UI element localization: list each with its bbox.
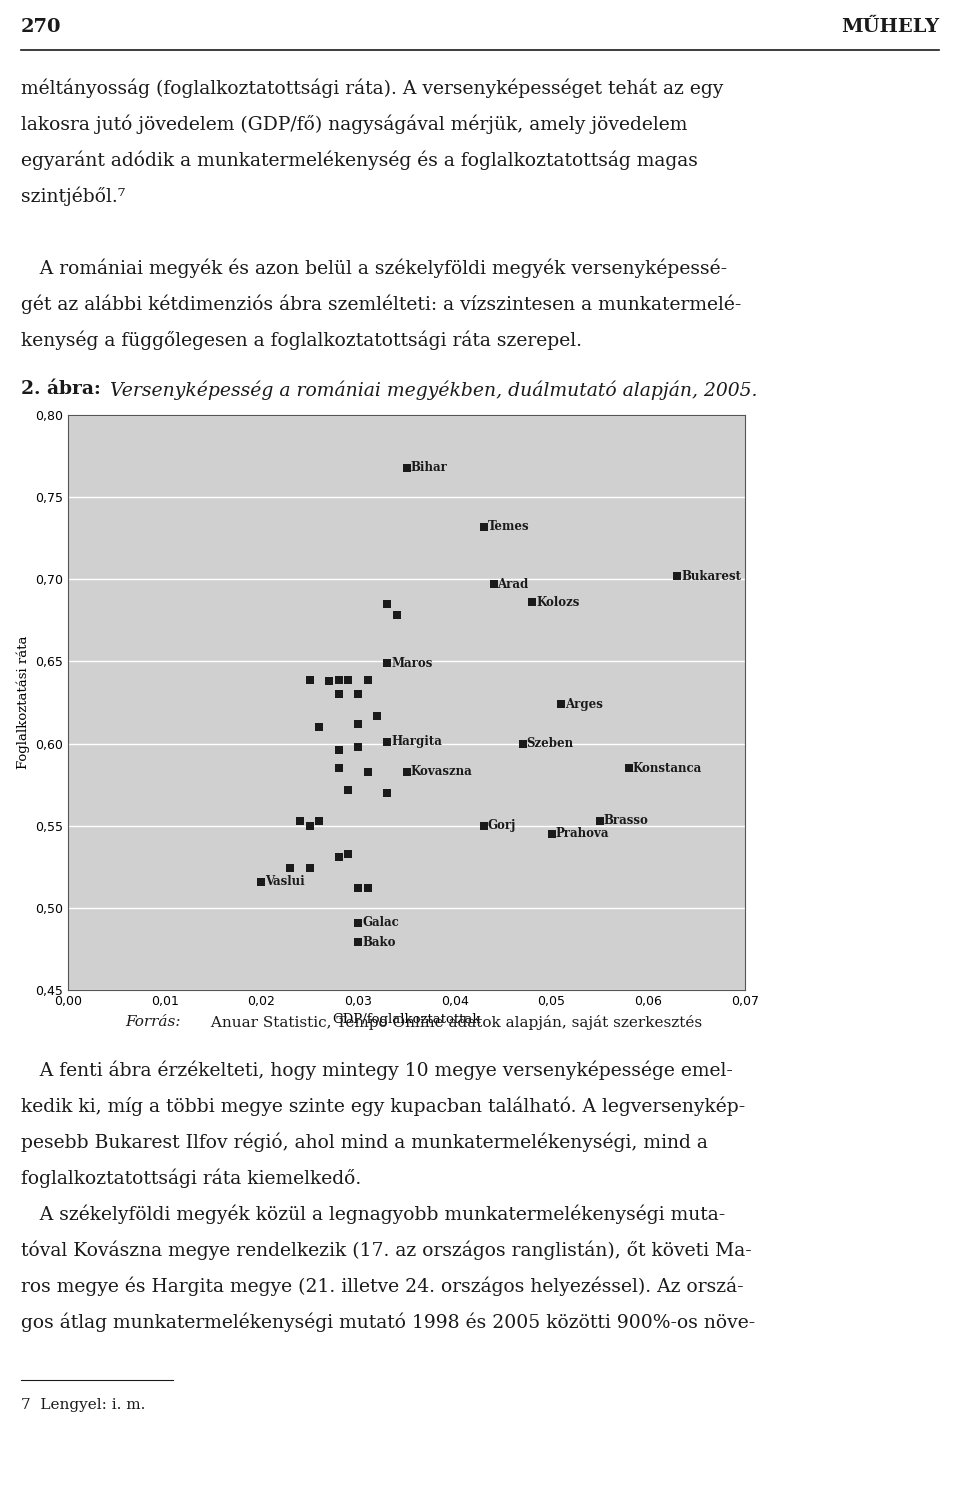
Text: Forrás:: Forrás: (125, 1015, 180, 1028)
Text: Arad: Arad (497, 577, 529, 591)
Text: Bihar: Bihar (410, 462, 447, 474)
Text: Kovaszna: Kovaszna (410, 764, 472, 778)
Text: Konstanca: Konstanca (633, 761, 702, 775)
Text: Bako: Bako (362, 935, 396, 949)
Text: Maros: Maros (391, 657, 432, 670)
Text: pesebb Bukarest Ilfov régió, ahol mind a munkatermelékenységi, mind a: pesebb Bukarest Ilfov régió, ahol mind a… (21, 1132, 708, 1151)
Text: 7  Lengyel: i. m.: 7 Lengyel: i. m. (21, 1399, 146, 1412)
Text: lakosra jutó jövedelem (GDP/fő) nagyságával mérjük, amely jövedelem: lakosra jutó jövedelem (GDP/fő) nagyságá… (21, 114, 687, 133)
Text: Kolozs: Kolozs (536, 595, 580, 609)
Text: foglalkoztatottsági ráta kiemelkedő.: foglalkoztatottsági ráta kiemelkedő. (21, 1168, 361, 1187)
Text: Bukarest: Bukarest (682, 570, 741, 583)
X-axis label: GDP/foglalkoztatottak: GDP/foglalkoztatottak (332, 1013, 481, 1027)
Text: Anuar Statistic, Tempo Online adatok alapján, saját szerkesztés: Anuar Statistic, Tempo Online adatok ala… (206, 1015, 703, 1030)
Text: Hargita: Hargita (391, 736, 442, 748)
Text: A székelyföldi megyék közül a legnagyobb munkatermelékenységi muta-: A székelyföldi megyék közül a legnagyobb… (21, 1204, 726, 1223)
Text: 270: 270 (21, 18, 61, 36)
Text: kenység a függőlegesen a foglalkoztatottsági ráta szerepel.: kenység a függőlegesen a foglalkoztatott… (21, 330, 582, 349)
Text: 2. ábra:: 2. ábra: (21, 381, 101, 399)
Text: Arges: Arges (565, 697, 603, 711)
Text: kedik ki, míg a többi megye szinte egy kupacban található. A legversenykép-: kedik ki, míg a többi megye szinte egy k… (21, 1096, 745, 1115)
Text: A romániai megyék és azon belül a székelyföldi megyék versenyképessé-: A romániai megyék és azon belül a székel… (21, 258, 728, 277)
Text: tóval Kovászna megye rendelkezik (17. az országos ranglistán), őt követi Ma-: tóval Kovászna megye rendelkezik (17. az… (21, 1240, 752, 1259)
Text: Gorj: Gorj (488, 820, 516, 832)
Y-axis label: Foglalkoztatási ráta: Foglalkoztatási ráta (16, 636, 30, 769)
Text: egyaránt adódik a munkatermelékenység és a foglalkoztatottság magas: egyaránt adódik a munkatermelékenység és… (21, 150, 698, 169)
Text: Temes: Temes (488, 520, 529, 534)
Text: Vaslui: Vaslui (265, 875, 305, 887)
Text: Versenyképesség a romániai megyékben, duálmutató alapján, 2005.: Versenyképesség a romániai megyékben, du… (110, 381, 757, 400)
Text: MŰHELY: MŰHELY (841, 18, 939, 36)
Text: Szeben: Szeben (526, 738, 573, 750)
Text: szintjéből.⁷: szintjéből.⁷ (21, 186, 126, 205)
Text: gét az alábbi kétdimenziós ábra szemlélteti: a vízszintesen a munkatermelé-: gét az alábbi kétdimenziós ábra szemlélt… (21, 294, 741, 313)
Text: A fenti ábra érzékelteti, hogy mintegy 10 megye versenyképessége emel-: A fenti ábra érzékelteti, hogy mintegy 1… (21, 1060, 733, 1079)
Text: méltányosság (foglalkoztatottsági ráta). A versenyképességet tehát az egy: méltányosság (foglalkoztatottsági ráta).… (21, 78, 724, 97)
Text: Brasso: Brasso (604, 814, 649, 827)
Text: Galac: Galac (362, 916, 398, 929)
Text: gos átlag munkatermelékenységi mutató 1998 és 2005 közötti 900%-os növe-: gos átlag munkatermelékenységi mutató 19… (21, 1312, 756, 1331)
Text: Prahova: Prahova (556, 827, 609, 841)
Text: ros megye és Hargita megye (21. illetve 24. országos helyezéssel). Az orszá-: ros megye és Hargita megye (21. illetve … (21, 1276, 744, 1295)
